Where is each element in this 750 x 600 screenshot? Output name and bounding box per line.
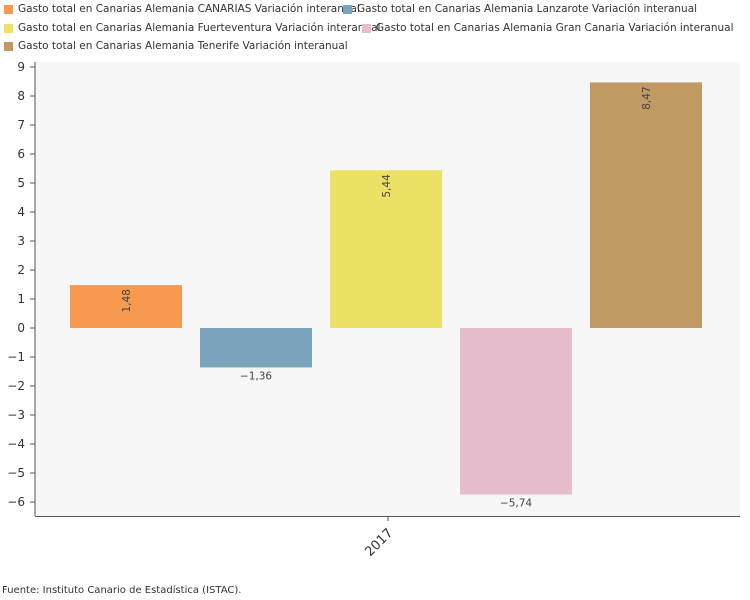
legend-label: Gasto total en Canarias Alemania Lanzaro…	[357, 3, 698, 15]
legend-label: Gasto total en Canarias Alemania Tenerif…	[18, 40, 348, 52]
legend-swatch	[4, 4, 13, 14]
data-label: 1,48	[121, 289, 133, 312]
y-tick-label: 0	[17, 321, 25, 335]
y-tick-label: 5	[17, 176, 25, 190]
y-tick-label: 9	[17, 60, 25, 74]
legend-swatch	[362, 23, 371, 33]
bar-chart: 9 8 7 6 5 4 3 2 1 0 −1 −2 −3 −4 −5 −6 1,48 −1,36 5,44 −5,74…	[7, 60, 740, 560]
data-label: 8,47	[641, 86, 653, 109]
y-tick-label: −6	[7, 495, 25, 509]
bar-5	[590, 82, 702, 329]
legend-item-gran-canaria[interactable]: Gasto total en Canarias Alemania Gran Ca…	[362, 22, 734, 34]
data-label: −5,74	[500, 497, 532, 509]
y-tick-label: −5	[7, 466, 25, 480]
legend-label: Gasto total en Canarias Alemania Fuertev…	[18, 22, 381, 34]
bar-4	[460, 328, 572, 495]
y-tick-label: −3	[7, 408, 25, 422]
source-note: Fuente: Instituto Canario de Estadística…	[2, 585, 242, 596]
y-tick-label: 3	[17, 234, 25, 248]
y-tick-label: 7	[17, 118, 25, 132]
legend-item-fuerteventura[interactable]: Gasto total en Canarias Alemania Fuertev…	[4, 22, 380, 34]
legend-swatch	[4, 41, 13, 51]
legend-item-canarias[interactable]: Gasto total en Canarias Alemania CANARIA…	[4, 3, 360, 15]
data-label: −1,36	[240, 370, 272, 382]
legend-label: Gasto total en Canarias Alemania CANARIA…	[18, 3, 360, 15]
y-tick-label: 8	[17, 89, 25, 103]
legend-item-lanzarote[interactable]: Gasto total en Canarias Alemania Lanzaro…	[343, 3, 697, 15]
y-tick-label: 6	[17, 147, 25, 161]
bar-1	[70, 285, 182, 328]
legend-label: Gasto total en Canarias Alemania Gran Ca…	[376, 22, 734, 34]
y-tick-label: −4	[7, 437, 25, 451]
x-tick-label: 2017	[362, 526, 396, 560]
bar-2	[200, 328, 312, 368]
y-tick-label: 1	[17, 292, 25, 306]
legend-swatch	[4, 23, 13, 33]
data-label: 5,44	[381, 174, 393, 198]
y-tick-label: 2	[17, 263, 25, 277]
bar-3	[330, 170, 442, 328]
legend-item-tenerife[interactable]: Gasto total en Canarias Alemania Tenerif…	[4, 40, 348, 52]
y-tick-label: 4	[17, 205, 25, 219]
legend-swatch	[343, 4, 352, 14]
y-tick-label: −1	[7, 350, 25, 364]
y-tick-label: −2	[7, 379, 25, 393]
